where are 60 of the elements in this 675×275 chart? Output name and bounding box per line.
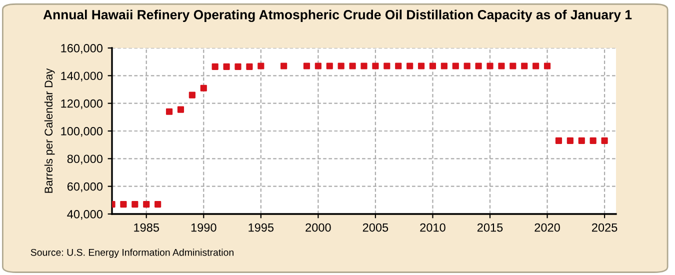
y-tick-label: 100,000 xyxy=(61,127,103,137)
point xyxy=(464,62,470,70)
point xyxy=(246,63,253,70)
point xyxy=(338,62,344,70)
point xyxy=(223,63,230,70)
point xyxy=(566,137,574,144)
chart-title: Annual Hawaii Refinery Operating Atmospheric Crude Oil Distillation Capacity as of January 1 xyxy=(43,10,632,22)
point xyxy=(578,137,585,144)
point xyxy=(452,62,459,70)
point xyxy=(154,201,162,208)
point xyxy=(314,62,322,70)
point xyxy=(303,62,310,70)
x-tick-label: 2005 xyxy=(362,223,388,232)
point xyxy=(384,62,390,70)
point xyxy=(544,62,551,70)
x-tick-label: 2000 xyxy=(306,223,331,232)
point xyxy=(532,62,540,70)
point xyxy=(349,62,356,70)
x-tick-label: 1990 xyxy=(191,223,216,232)
y-tick-label: 60,000 xyxy=(67,182,103,192)
point xyxy=(475,62,482,70)
point xyxy=(234,63,242,70)
point xyxy=(280,62,288,70)
point xyxy=(555,137,562,144)
x-tick-label: 1995 xyxy=(248,223,274,232)
point xyxy=(521,62,528,70)
y-tick-label: 160,000 xyxy=(61,44,103,54)
x-tick-label: 1985 xyxy=(134,223,159,232)
point xyxy=(143,201,150,208)
point xyxy=(258,62,264,70)
point xyxy=(498,62,505,70)
y-tick-label: 80,000 xyxy=(67,154,103,164)
point xyxy=(406,62,414,70)
point xyxy=(429,62,436,70)
point xyxy=(601,137,608,144)
point xyxy=(177,106,184,113)
point xyxy=(200,84,207,92)
point xyxy=(395,62,402,70)
point xyxy=(120,201,127,208)
point xyxy=(326,62,333,70)
y-axis-title: Barrels per Calendar Day xyxy=(44,68,55,193)
point xyxy=(188,92,196,98)
point xyxy=(132,201,138,208)
point xyxy=(418,62,425,70)
point xyxy=(372,62,379,70)
y-tick-label: 40,000 xyxy=(67,210,103,220)
point xyxy=(590,137,596,144)
point xyxy=(510,62,516,70)
x-tick-label: 2020 xyxy=(534,223,560,232)
y-tick-label: 140,000 xyxy=(61,72,103,82)
y-tick-label: 120,000 xyxy=(61,99,103,110)
point xyxy=(166,108,173,115)
x-tick-label: 2015 xyxy=(477,223,503,232)
source-note: Source: U.S. Energy Information Administration xyxy=(30,248,234,258)
point xyxy=(486,62,494,70)
x-tick-label: 2025 xyxy=(592,223,618,232)
point xyxy=(440,62,448,70)
point xyxy=(212,63,218,70)
x-tick-label: 2010 xyxy=(420,223,446,232)
point xyxy=(360,62,368,70)
